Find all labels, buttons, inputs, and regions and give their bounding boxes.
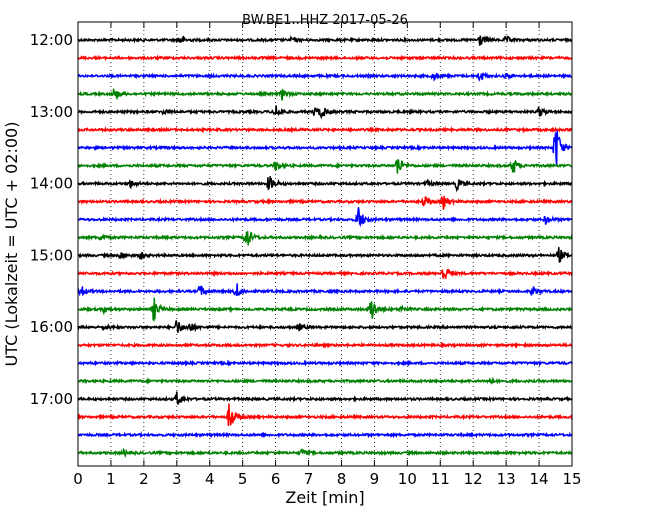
axis-ticks: 0 1 2 3 4 5 6 7 8 9 10 11 12 13 14 1512:0013:0014:0015:… <box>30 22 582 488</box>
x-tick-label: 1 <box>106 470 116 488</box>
trace-row-1215 <box>77 54 573 62</box>
x-tick-label: 5 <box>238 470 248 488</box>
trace-row-1330 <box>77 130 573 166</box>
trace-row-1545 <box>77 297 573 322</box>
y-tick-label: 14:00 <box>30 175 73 193</box>
trace-row-1730 <box>77 430 573 439</box>
trace-row-1500 <box>77 247 573 263</box>
x-tick-label: 13 <box>497 470 516 488</box>
trace-row-1430 <box>77 207 573 228</box>
x-tick-label: 6 <box>271 470 281 488</box>
x-tick-label: 15 <box>562 470 581 488</box>
x-tick-label: 7 <box>304 470 314 488</box>
trace-row-1415 <box>77 195 573 210</box>
trace-rows <box>77 34 573 459</box>
x-tick-label: 11 <box>431 470 450 488</box>
x-tick-label: 12 <box>464 470 483 488</box>
y-tick-label: 12:00 <box>30 31 73 49</box>
trace-row-1615 <box>77 341 573 349</box>
trace-row-1400 <box>77 176 573 193</box>
trace-row-1445 <box>77 231 573 246</box>
trace-row-1530 <box>77 283 573 297</box>
trace-row-1245 <box>77 88 573 101</box>
x-axis-label: Zeit [min] <box>285 488 364 507</box>
trace-row-1345 <box>77 158 573 174</box>
trace-row-1645 <box>77 376 573 386</box>
y-tick-label: 17:00 <box>30 390 73 408</box>
trace-row-1600 <box>77 320 573 333</box>
x-tick-label: 2 <box>139 470 149 488</box>
chart-title: BW.BE1..HHZ 2017-05-26 <box>242 13 408 28</box>
x-tick-label: 14 <box>530 470 549 488</box>
trace-row-1700 <box>77 391 573 405</box>
x-tick-label: 3 <box>172 470 182 488</box>
trace-row-1200 <box>77 34 573 46</box>
x-tick-label: 9 <box>370 470 380 488</box>
trace-row-1745 <box>77 447 573 459</box>
plot-frame <box>77 21 573 467</box>
trace-row-1300 <box>77 105 573 120</box>
y-tick-label: 13:00 <box>30 103 73 121</box>
x-tick-label: 8 <box>337 470 347 488</box>
y-tick-label: 16:00 <box>30 318 73 336</box>
trace-row-1630 <box>77 359 573 367</box>
trace-row-1230 <box>77 71 573 82</box>
y-tick-label: 15:00 <box>30 246 73 264</box>
trace-row-1515 <box>77 267 573 280</box>
trace-row-1315 <box>77 125 573 134</box>
x-tick-label: 0 <box>73 470 83 488</box>
x-tick-label: 4 <box>205 470 215 488</box>
y-axis-label: UTC (Lokalzeit = UTC + 02:00) <box>2 122 21 367</box>
trace-row-1715 <box>77 403 573 426</box>
x-tick-label: 10 <box>398 470 417 488</box>
